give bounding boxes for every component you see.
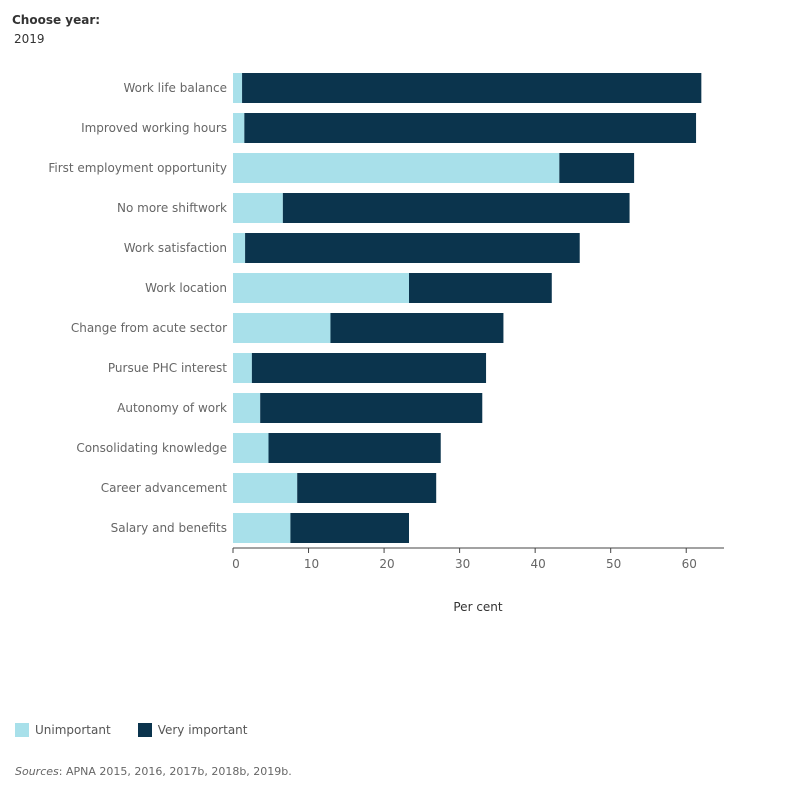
category-label-work-satisfaction: Work satisfaction [124, 241, 227, 255]
bar-very-important-work-location[interactable] [409, 273, 552, 303]
x-tick-label-0: 0 [232, 557, 240, 571]
bar-very-important-consolidating-knowledge[interactable] [268, 433, 441, 463]
category-label-no-more-shiftwork: No more shiftwork [117, 201, 227, 215]
category-label-career-advancement: Career advancement [101, 481, 228, 495]
x-tick-label-30: 30 [455, 557, 470, 571]
bar-unimportant-salary-and-benefits[interactable] [233, 513, 291, 543]
year-filter-label: Choose year: [12, 13, 101, 27]
x-tick-label-10: 10 [304, 557, 319, 571]
legend-swatch-very-important [137, 723, 152, 737]
category-labels: Work life balance Improved working hours F… [48, 81, 227, 535]
legend-item-unimportant[interactable]: Unimportant [15, 723, 111, 737]
x-axis-title: Per cent [453, 600, 503, 614]
bar-unimportant-first-employment-opportunity[interactable] [233, 153, 560, 183]
bar-very-important-first-employment-opportunity[interactable] [559, 153, 635, 183]
legend-swatch-unimportant [15, 723, 29, 737]
bar-unimportant-pursue-phc-interest[interactable] [233, 353, 252, 383]
bar-unimportant-change-from-acute-sector[interactable] [233, 313, 331, 343]
legend-item-very-important[interactable]: Very important [137, 723, 248, 737]
x-tick-label-40: 40 [531, 557, 546, 571]
bar-very-important-no-more-shiftwork[interactable] [282, 193, 630, 223]
bar-very-important-improved-working-hours[interactable] [244, 113, 697, 143]
category-label-work-location: Work location [145, 281, 227, 295]
bar-very-important-autonomy-of-work[interactable] [260, 393, 483, 423]
year-filter-select[interactable]: 2019 [14, 32, 45, 46]
category-label-salary-and-benefits: Salary and benefits [111, 521, 227, 535]
bar-very-important-work-life-balance[interactable] [242, 73, 702, 103]
bar-unimportant-improved-working-hours[interactable] [233, 113, 245, 143]
source-text: : APNA 2015, 2016, 2017b, 2018b, 2019b. [58, 765, 292, 778]
x-axis: 0 10 20 30 40 50 60 [232, 547, 724, 571]
bar-unimportant-no-more-shiftwork[interactable] [233, 193, 283, 223]
x-tick-label-60: 60 [682, 557, 697, 571]
bar-unimportant-work-location[interactable] [233, 273, 410, 303]
bars-layer [233, 73, 702, 543]
bar-unimportant-work-life-balance[interactable] [233, 73, 243, 103]
bar-very-important-work-satisfaction[interactable] [245, 233, 580, 263]
category-label-autonomy-of-work: Autonomy of work [117, 401, 227, 415]
category-label-change-from-acute-sector: Change from acute sector [71, 321, 227, 335]
bar-unimportant-work-satisfaction[interactable] [233, 233, 246, 263]
legend: Unimportant Very important [15, 723, 274, 737]
x-tick-label-20: 20 [379, 557, 394, 571]
legend-label-unimportant: Unimportant [35, 723, 111, 737]
bar-very-important-pursue-phc-interest[interactable] [251, 353, 487, 383]
bar-very-important-career-advancement[interactable] [297, 473, 437, 503]
bar-unimportant-autonomy-of-work[interactable] [233, 393, 261, 423]
bar-very-important-change-from-acute-sector[interactable] [330, 313, 504, 343]
category-label-improved-working-hours: Improved working hours [81, 121, 227, 135]
x-tick-label-50: 50 [606, 557, 621, 571]
legend-label-very-important: Very important [157, 723, 248, 737]
bar-very-important-salary-and-benefits[interactable] [290, 513, 410, 543]
bar-unimportant-consolidating-knowledge[interactable] [233, 433, 269, 463]
category-label-pursue-phc-interest: Pursue PHC interest [108, 361, 227, 375]
source-prefix: Sources [15, 765, 59, 778]
category-label-consolidating-knowledge: Consolidating knowledge [76, 441, 227, 455]
category-label-first-employment-opportunity: First employment opportunity [48, 161, 227, 175]
source-note: Sources: APNA 2015, 2016, 2017b, 2018b, … [15, 765, 292, 778]
bar-unimportant-career-advancement[interactable] [233, 473, 298, 503]
category-label-work-life-balance: Work life balance [123, 81, 227, 95]
